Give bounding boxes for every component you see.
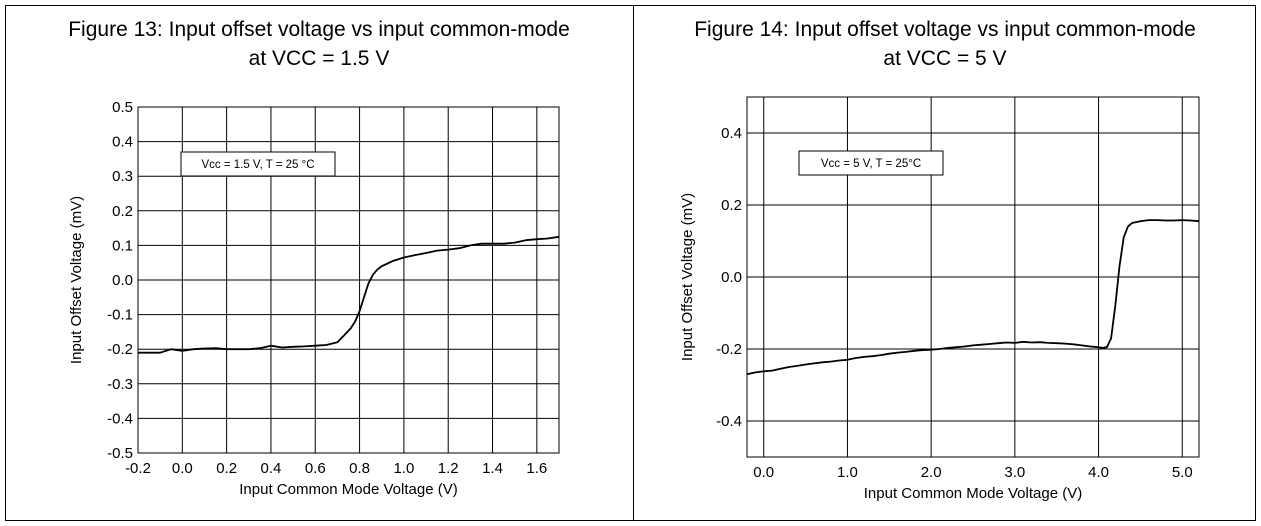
figure-14-title-line2: at VCC = 5 V bbox=[883, 47, 1007, 70]
annotation-label: Vcc = 1.5 V, T = 25 °C bbox=[201, 159, 314, 171]
x-tick-label: 0.0 bbox=[172, 460, 193, 477]
y-tick-label: 0.0 bbox=[112, 272, 133, 289]
figure-14-title-line1: Figure 14: Input offset voltage vs input… bbox=[694, 18, 1196, 41]
y-tick-label: -0.3 bbox=[107, 376, 133, 393]
plot-area-border bbox=[746, 96, 1200, 458]
panel-divider bbox=[633, 5, 634, 521]
x-tick-label: 3.0 bbox=[1004, 464, 1025, 481]
x-tick-label: -0.2 bbox=[125, 460, 151, 477]
y-tick-label: -0.2 bbox=[107, 341, 133, 358]
figure-13-panel: Figure 13: Input offset voltage vs input… bbox=[5, 5, 633, 521]
y-tick-label: 0.1 bbox=[112, 237, 133, 254]
y-tick-label: 0.4 bbox=[721, 125, 742, 142]
data-series-line bbox=[138, 235, 560, 354]
x-axis-label: Input Common Mode Voltage (V) bbox=[864, 485, 1082, 502]
x-tick-label: 4.0 bbox=[1088, 464, 1109, 481]
y-axis-label: Input Offset Voltage (mV) bbox=[679, 193, 696, 361]
annotation-box bbox=[798, 150, 944, 176]
figure-13-chart: -0.2 0.0 0.2 0.4 0.6 0.8 1.0 1.2 1.4 1.6 0.5 0.4 0.3… bbox=[68, 99, 560, 498]
x-tick-label: 1.6 bbox=[526, 460, 547, 477]
x-tick-label: 1.0 bbox=[393, 460, 414, 477]
x-tick-label: 0.4 bbox=[261, 460, 282, 477]
x-tick-label: 5.0 bbox=[1172, 464, 1193, 481]
y-tick-label: 0.2 bbox=[721, 197, 742, 214]
plot-area-border bbox=[137, 106, 560, 454]
x-tick-label: 0.0 bbox=[753, 464, 774, 481]
y-tick-label: -0.2 bbox=[716, 341, 742, 358]
data-series-line bbox=[746, 219, 1200, 376]
y-tick-label: -0.5 bbox=[107, 445, 133, 462]
y-tick-label: 0.3 bbox=[112, 168, 133, 185]
y-tick-label: 0.4 bbox=[112, 134, 133, 151]
x-axis-label: Input Common Mode Voltage (V) bbox=[239, 481, 457, 498]
figure-13-title-line2: at VCC = 1.5 V bbox=[248, 47, 390, 70]
figure-14-panel: Figure 14: Input offset voltage vs input… bbox=[634, 5, 1256, 521]
y-tick-label: 0.5 bbox=[112, 99, 133, 116]
y-tick-label: -0.4 bbox=[716, 413, 742, 430]
x-tick-label: 0.6 bbox=[305, 460, 326, 477]
annotation-label: Vcc = 5 V, T = 25°C bbox=[821, 158, 921, 170]
x-tick-label: 0.8 bbox=[349, 460, 370, 477]
figure-13-title: Figure 13: Input offset voltage vs input… bbox=[5, 15, 633, 73]
x-tick-label: 1.4 bbox=[482, 460, 503, 477]
figure-14-chart: 0.0 1.0 2.0 3.0 4.0 5.0 0.4 0.2 0.0 -0.2 -0.4 Input… bbox=[679, 96, 1200, 502]
figure-14-title: Figure 14: Input offset voltage vs input… bbox=[634, 15, 1256, 73]
y-axis-label: Input Offset Voltage (mV) bbox=[68, 196, 85, 364]
annotation-box bbox=[180, 151, 336, 177]
figure-frame bbox=[5, 5, 1256, 521]
x-tick-label: 2.0 bbox=[921, 464, 942, 481]
y-tick-label: 0.0 bbox=[721, 269, 742, 286]
figure-13-title-line1: Figure 13: Input offset voltage vs input… bbox=[68, 18, 570, 41]
x-tick-label: 1.2 bbox=[438, 460, 459, 477]
y-tick-label: 0.2 bbox=[112, 203, 133, 220]
y-tick-label: -0.4 bbox=[107, 410, 133, 427]
x-tick-label: 0.2 bbox=[216, 460, 237, 477]
x-tick-label: 1.0 bbox=[837, 464, 858, 481]
y-tick-label: -0.1 bbox=[107, 307, 133, 324]
